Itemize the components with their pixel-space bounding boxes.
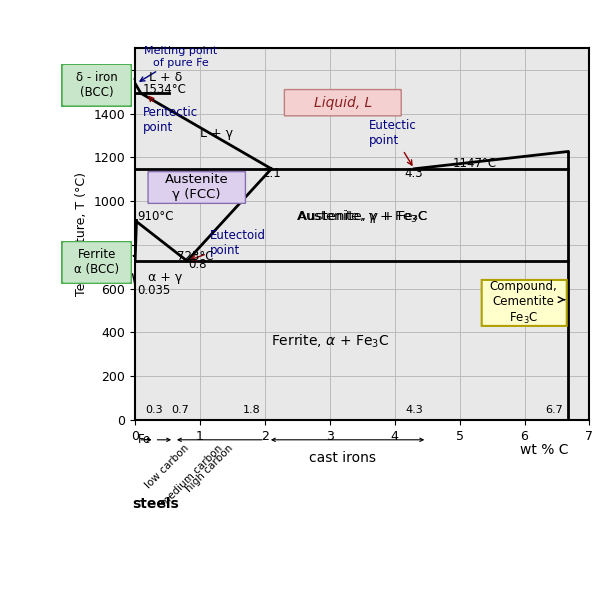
Text: 2.1: 2.1 (262, 167, 281, 181)
Text: 4.3: 4.3 (405, 404, 423, 415)
Text: 1147°C: 1147°C (453, 157, 497, 170)
Text: Ferrite, $\alpha$ + Fe$_3$C: Ferrite, $\alpha$ + Fe$_3$C (271, 332, 389, 350)
Text: medium carbon: medium carbon (160, 443, 225, 508)
FancyBboxPatch shape (482, 280, 567, 326)
Text: Ferrite
α (BCC): Ferrite α (BCC) (74, 248, 119, 277)
Y-axis label: Temperature, T (°C): Temperature, T (°C) (75, 172, 88, 296)
Text: 4.3: 4.3 (405, 167, 424, 181)
Text: Liquid, L: Liquid, L (314, 96, 372, 110)
Text: low carbon: low carbon (143, 443, 190, 490)
Text: 1534°C: 1534°C (143, 83, 187, 96)
Text: Compound,
Cementite
Fe$_3$C: Compound, Cementite Fe$_3$C (489, 280, 557, 326)
Text: Austenite, γ + Fe₃C: Austenite, γ + Fe₃C (298, 210, 427, 223)
Text: 0.7: 0.7 (172, 404, 189, 415)
Text: α + γ: α + γ (148, 271, 182, 284)
Text: Austenite
γ (FCC): Austenite γ (FCC) (165, 173, 228, 201)
Text: 0.035: 0.035 (137, 284, 170, 298)
Text: L + γ: L + γ (200, 127, 233, 140)
Text: δ - iron
(BCC): δ - iron (BCC) (76, 71, 117, 99)
Text: steels: steels (132, 497, 179, 511)
Text: 0.8: 0.8 (188, 258, 207, 271)
Text: 6.7: 6.7 (546, 404, 564, 415)
FancyBboxPatch shape (61, 241, 132, 284)
Text: Melting point
of pure Fe: Melting point of pure Fe (140, 46, 217, 81)
Text: 910°C: 910°C (138, 209, 174, 223)
FancyBboxPatch shape (284, 89, 401, 116)
Text: 1.8: 1.8 (243, 404, 261, 415)
Text: Eutectoid
point: Eutectoid point (191, 229, 266, 260)
Text: Peritectic
point: Peritectic point (143, 97, 198, 134)
Text: L + δ: L + δ (149, 71, 182, 84)
Text: 0.3: 0.3 (146, 404, 163, 415)
Text: Eutectic
point: Eutectic point (369, 119, 416, 165)
Text: Austenite, $\gamma$ + Fe$_3$C: Austenite, $\gamma$ + Fe$_3$C (297, 208, 428, 225)
Text: Fe: Fe (138, 433, 152, 446)
FancyBboxPatch shape (61, 64, 132, 107)
Text: 723°C: 723°C (177, 250, 214, 263)
Text: wt % C: wt % C (520, 443, 568, 457)
Text: cast irons: cast irons (309, 451, 376, 464)
Text: high carbon: high carbon (184, 443, 235, 494)
FancyBboxPatch shape (148, 172, 246, 203)
